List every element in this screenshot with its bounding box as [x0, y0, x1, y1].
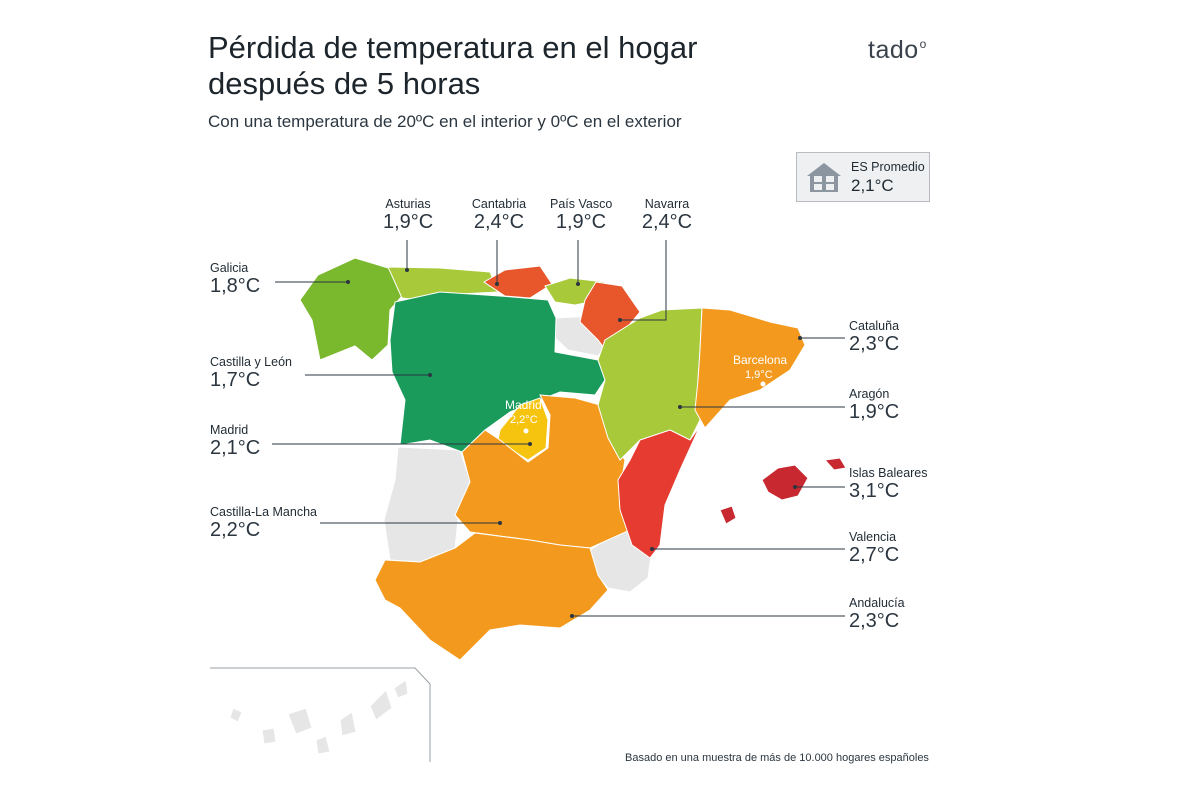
title-line-2: después de 5 horas — [208, 66, 481, 101]
region-name: Islas Baleares — [849, 466, 928, 480]
region-value: 1,9°C — [555, 211, 607, 233]
region-value: 2,1°C — [210, 437, 261, 459]
city-name-barcelona: Barcelona — [733, 353, 787, 367]
region-cantabria — [483, 265, 553, 299]
region-castilla-leon — [389, 291, 606, 453]
page-title: Pérdida de temperatura en el hogar despu… — [208, 30, 697, 102]
region-name: Navarra — [644, 197, 690, 211]
label-madrid: Madrid 2,1°C — [210, 423, 260, 460]
region-name: Castilla y León — [210, 355, 292, 369]
average-label: ES Promedio — [851, 160, 925, 174]
region-name: País Vasco — [550, 197, 613, 211]
region-name: Asturias — [385, 197, 431, 211]
region-value: 2,2°C — [210, 519, 261, 541]
footnote: Basado en una muestra de más de 10.000 h… — [625, 752, 929, 764]
leader-lines — [272, 240, 845, 617]
canary-inset-border — [210, 667, 431, 762]
city-name-madrid: Madrid — [505, 398, 542, 412]
region-name: Cantabria — [471, 197, 527, 211]
region-asturias — [387, 266, 499, 301]
label-cantabria: Cantabria 2,4°C — [470, 197, 528, 234]
region-value: 2,4°C — [473, 211, 525, 233]
average-box: ES Promedio 2,1°C — [796, 152, 930, 202]
label-aragon: Aragón 1,9°C — [849, 387, 899, 424]
label-valencia: Valencia 2,7°C — [849, 530, 899, 567]
page-subtitle: Con una temperatura de 20ºC en el interi… — [208, 112, 682, 131]
region-value: 3,1°C — [849, 480, 900, 502]
label-andalucia: Andalucía 2,3°C — [849, 596, 905, 633]
region-andalucia — [374, 532, 609, 661]
region-cataluna — [694, 307, 806, 429]
label-cataluna: Cataluña 2,3°C — [849, 319, 899, 356]
label-pais-vasco: País Vasco 1,9°C — [550, 197, 612, 234]
label-castilla-la-mancha: Castilla-La Mancha 2,2°C — [210, 505, 317, 542]
region-extremadura — [383, 446, 471, 563]
region-name: Galicia — [210, 261, 249, 275]
canary-islands — [229, 679, 409, 755]
region-name: Cataluña — [849, 319, 900, 333]
region-name: Aragón — [849, 387, 890, 401]
region-galicia — [299, 257, 403, 361]
region-value: 2,4°C — [641, 211, 693, 233]
label-asturias: Asturias 1,9°C — [383, 197, 433, 234]
leader-dots — [346, 268, 802, 618]
city-marker-barcelona: Barcelona 1,9°C — [733, 353, 787, 387]
region-name: Madrid — [210, 423, 249, 437]
region-value: 2,3°C — [849, 610, 900, 632]
region-value: 2,3°C — [849, 333, 900, 355]
region-islas-baleares — [719, 457, 847, 525]
region-valencia — [617, 425, 701, 559]
title-line-1: Pérdida de temperatura en el hogar — [208, 30, 698, 65]
label-castilla-leon: Castilla y León 1,7°C — [210, 355, 292, 392]
label-islas-baleares: Islas Baleares 3,1°C — [849, 466, 928, 503]
average-value: 2,1°C — [851, 176, 894, 195]
region-name: Castilla-La Mancha — [210, 505, 317, 519]
region-value: 1,9°C — [383, 211, 434, 233]
house-icon — [807, 163, 841, 192]
brand-logo: tadoo — [868, 36, 927, 64]
region-name: Valencia — [849, 530, 897, 544]
city-value-madrid: 2,2°C — [510, 414, 538, 426]
leader-navarra — [620, 240, 667, 321]
label-navarra: Navarra 2,4°C — [638, 197, 696, 234]
region-name: Andalucía — [849, 596, 905, 610]
brand-name: tado — [868, 36, 919, 64]
region-value: 1,9°C — [849, 401, 900, 423]
region-value: 2,7°C — [849, 544, 900, 566]
city-marker-madrid: Madrid 2,2°C — [505, 398, 542, 434]
label-galicia: Galicia 1,8°C — [210, 261, 260, 298]
city-value-barcelona: 1,9°C — [745, 369, 773, 381]
region-value: 1,8°C — [210, 275, 261, 297]
region-value: 1,7°C — [210, 369, 261, 391]
